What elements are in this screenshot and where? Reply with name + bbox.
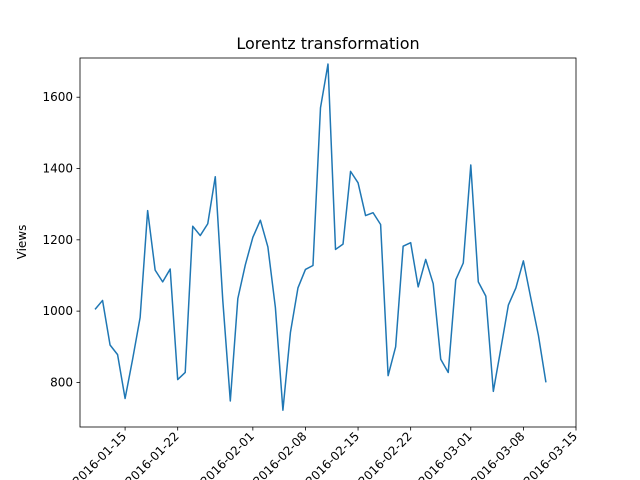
y-tick-label: 1400 [42,162,73,176]
y-tick-label: 1600 [42,90,73,104]
y-tick-label: 1200 [42,233,73,247]
y-tick-label: 1000 [42,304,73,318]
y-tick-label: 800 [50,375,73,389]
y-axis-title: Views [15,225,29,260]
plot-frame [79,57,577,428]
chart-title: Lorentz transformation [236,34,419,53]
series-line [94,63,547,411]
